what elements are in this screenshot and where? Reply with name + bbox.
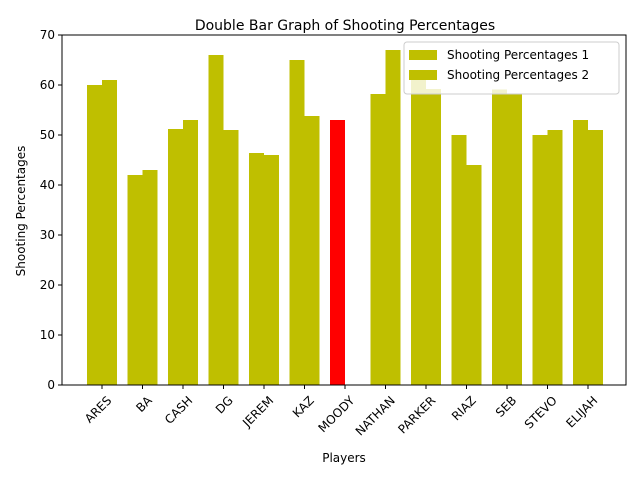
bar-kaz-series-1 bbox=[289, 60, 305, 385]
x-tick-label-ares: ARES bbox=[82, 393, 114, 425]
y-tick-label-30: 30 bbox=[40, 228, 55, 242]
bar-riaz-series-1 bbox=[451, 135, 467, 385]
y-tick-label-60: 60 bbox=[40, 78, 55, 92]
bar-ares-series-1 bbox=[87, 85, 102, 385]
bar-dg-series-1 bbox=[208, 55, 224, 385]
x-tick-label-nathan: NATHAN bbox=[353, 393, 398, 438]
bar-cash-series-1 bbox=[168, 129, 183, 385]
bar-ba-series-2 bbox=[142, 170, 158, 385]
bar-ba-series-1 bbox=[127, 175, 143, 385]
bar-nathan-series-1 bbox=[370, 94, 386, 385]
x-tick-label-seb: SEB bbox=[493, 393, 519, 419]
y-axis: 0 10 20 30 40 50 60 70 bbox=[40, 28, 62, 392]
y-tick-label-20: 20 bbox=[40, 278, 55, 292]
x-tick-label-ba: BA bbox=[133, 393, 155, 415]
y-tick-label-70: 70 bbox=[40, 28, 55, 42]
bar-cash-series-2 bbox=[183, 120, 198, 385]
bar-ares-series-2 bbox=[102, 80, 117, 385]
bar-jerem-series-2 bbox=[264, 155, 279, 385]
x-tick-label-cash: CASH bbox=[162, 393, 195, 426]
legend-swatch-series-1 bbox=[409, 50, 437, 60]
legend: Shooting Percentages 1 Shooting Percentag… bbox=[403, 41, 620, 95]
x-tick-label-jerem: JEREM bbox=[239, 393, 276, 430]
y-axis-label: Shooting Percentages bbox=[14, 146, 28, 277]
bar-kaz-series-2 bbox=[304, 116, 320, 385]
y-tick-label-10: 10 bbox=[40, 328, 55, 342]
bar-parker-series-1 bbox=[411, 80, 426, 385]
bar-seb-series-2 bbox=[507, 94, 522, 385]
x-tick-label-moody: MOODY bbox=[316, 393, 358, 435]
x-tick-label-stevo: STEVO bbox=[522, 393, 560, 431]
y-tick-label-40: 40 bbox=[40, 178, 55, 192]
bar-parker-series-2 bbox=[426, 89, 441, 385]
bar-stevo-series-2 bbox=[547, 130, 563, 385]
x-tick-label-parker: PARKER bbox=[395, 393, 438, 436]
x-tick-label-dg: DG bbox=[213, 393, 236, 416]
bar-jerem-series-1 bbox=[249, 153, 264, 385]
bar-moody-series-1 bbox=[330, 120, 345, 385]
x-tick-label-riaz: RIAZ bbox=[449, 393, 479, 423]
bar-nathan-series-2 bbox=[385, 50, 401, 385]
y-tick-label-50: 50 bbox=[40, 128, 55, 142]
bar-riaz-series-2 bbox=[466, 165, 482, 385]
bar-stevo-series-1 bbox=[532, 135, 548, 385]
bar-elijah-series-1 bbox=[573, 120, 588, 385]
chart-title: Double Bar Graph of Shooting Percentages bbox=[195, 18, 495, 34]
legend-box bbox=[403, 41, 620, 95]
bar-elijah-series-2 bbox=[588, 130, 603, 385]
bar-dg-series-2 bbox=[223, 130, 239, 385]
plot-area bbox=[61, 34, 627, 386]
legend-swatch-series-2 bbox=[409, 70, 437, 80]
legend-label-series-1: Shooting Percentages 1 bbox=[447, 48, 589, 62]
x-axis-label: Players bbox=[322, 451, 366, 465]
x-tick-label-kaz: KAZ bbox=[290, 393, 317, 420]
legend-label-series-2: Shooting Percentages 2 bbox=[447, 68, 589, 82]
bar-seb-series-1 bbox=[492, 89, 507, 385]
plot-frame bbox=[61, 34, 627, 386]
y-tick-label-0: 0 bbox=[47, 378, 55, 392]
x-tick-label-elijah: ELIJAH bbox=[563, 393, 600, 430]
